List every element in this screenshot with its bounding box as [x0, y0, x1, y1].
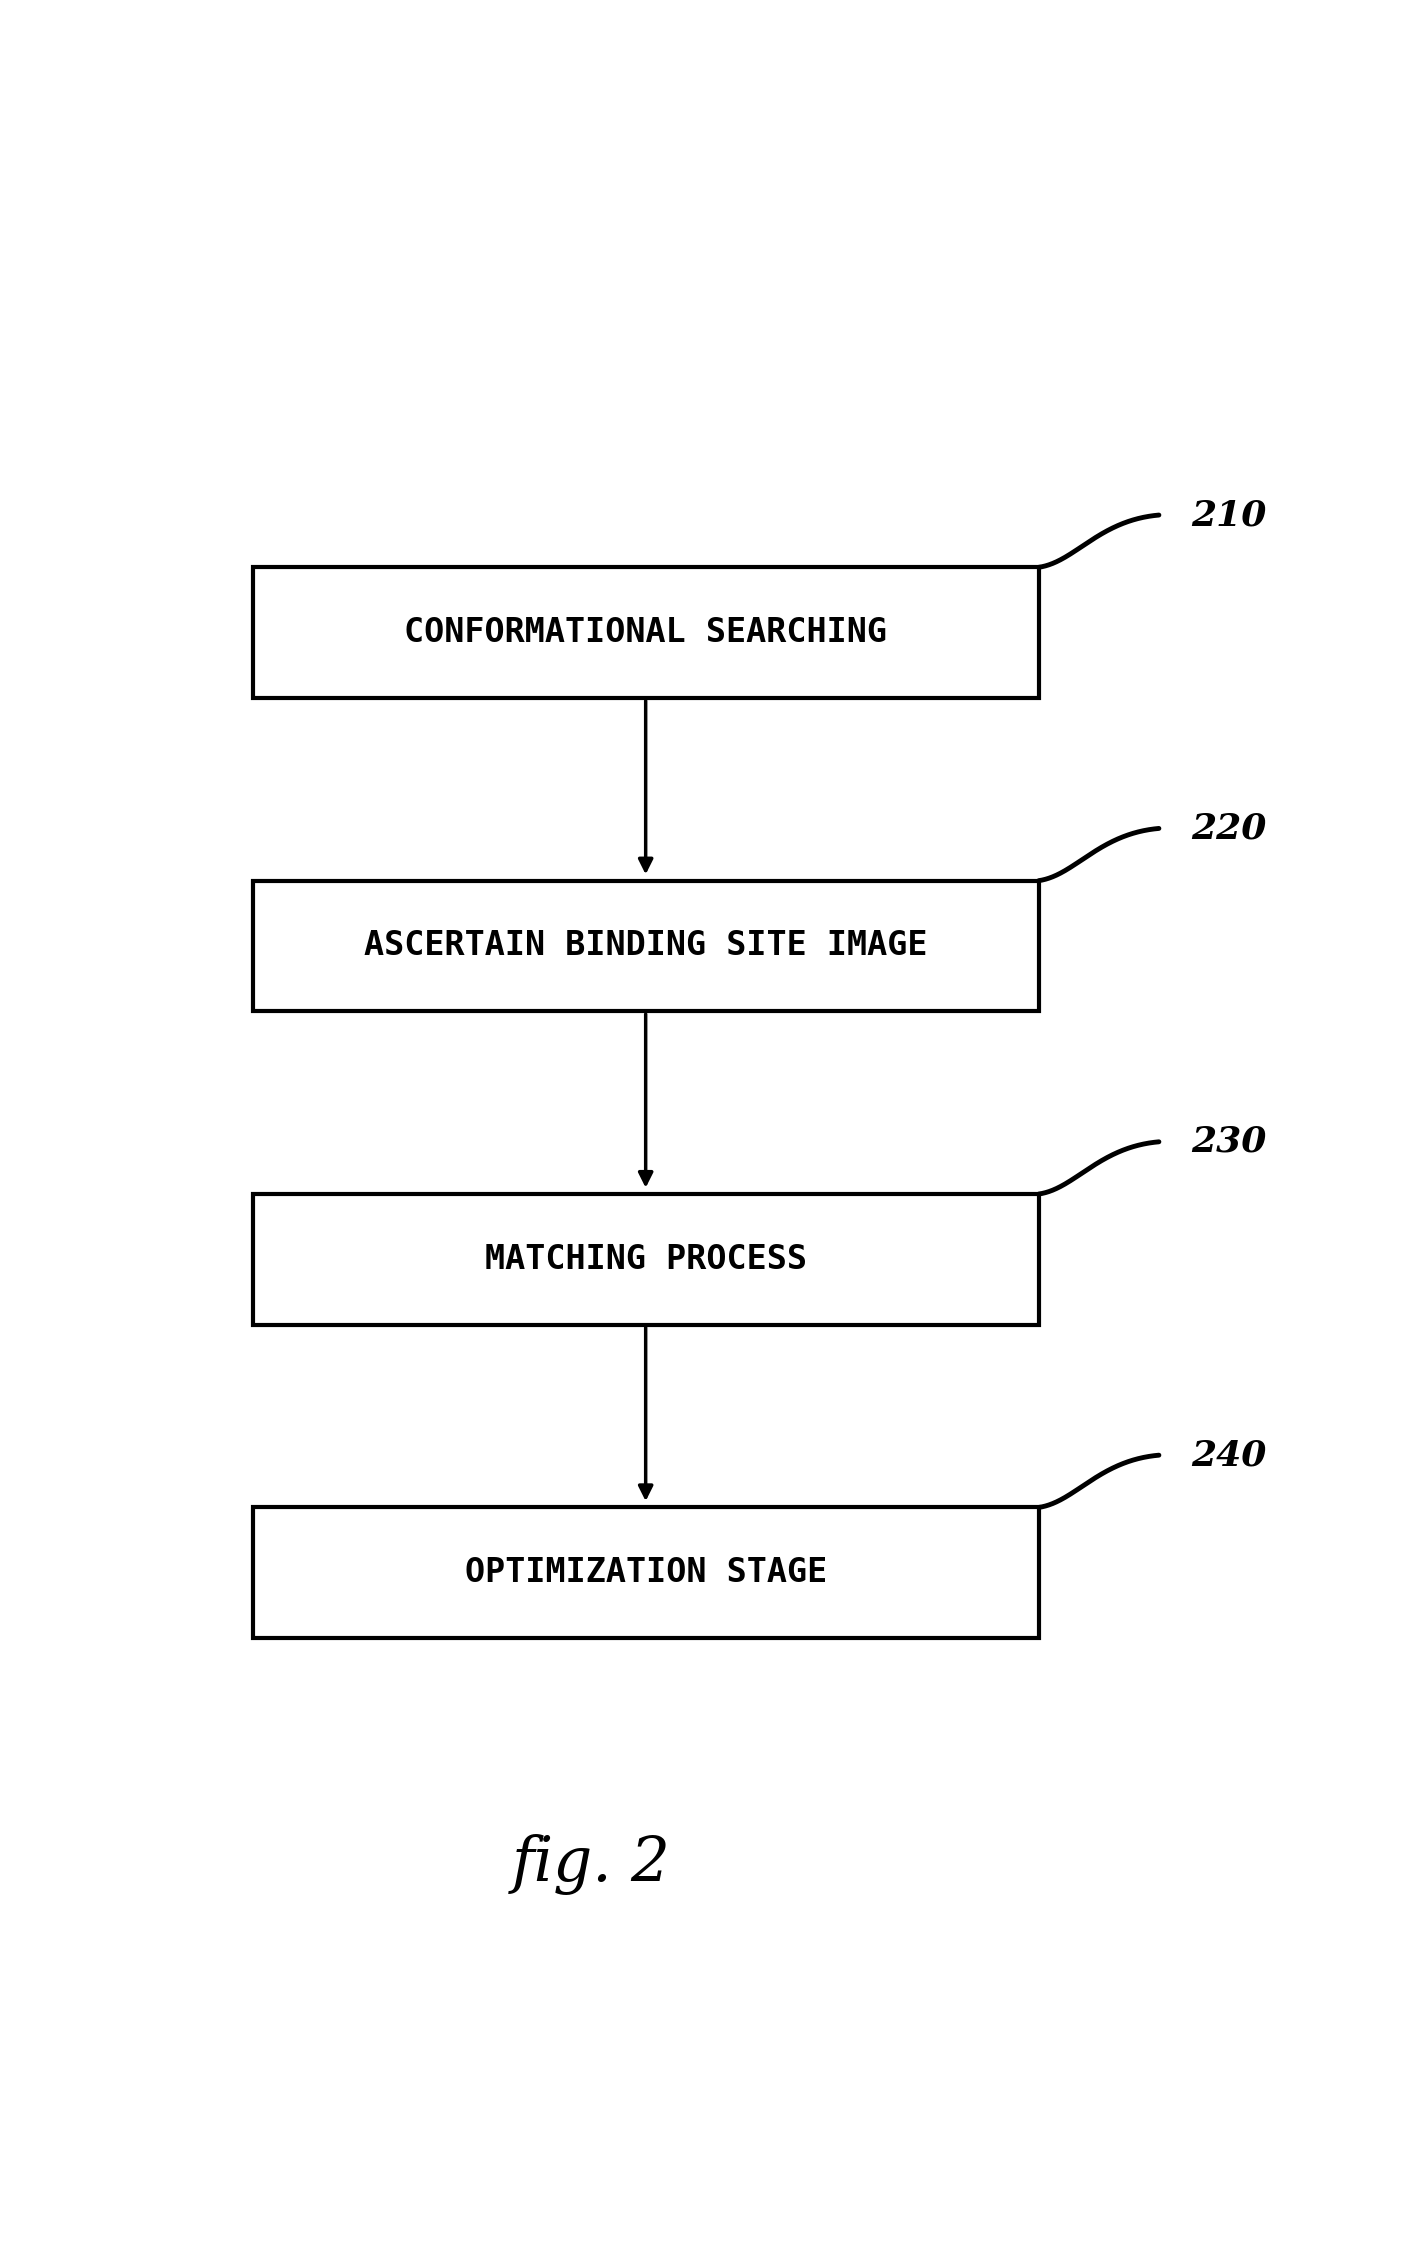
Text: 220: 220 [1192, 812, 1267, 846]
Bar [252, 1508, 1038, 1637]
Bar [252, 568, 1038, 699]
Text: MATCHING PROCESS: MATCHING PROCESS [485, 1244, 807, 1275]
Text: ASCERTAIN BINDING SITE IMAGE: ASCERTAIN BINDING SITE IMAGE [364, 929, 927, 963]
Text: 210: 210 [1192, 497, 1267, 531]
Text: 230: 230 [1192, 1124, 1267, 1160]
Text: OPTIMIZATION STAGE: OPTIMIZATION STAGE [465, 1556, 827, 1589]
Text: CONFORMATIONAL SEARCHING: CONFORMATIONAL SEARCHING [404, 615, 888, 649]
Bar [252, 882, 1038, 1011]
Text: fig. 2: fig. 2 [511, 1834, 671, 1895]
Text: 240: 240 [1192, 1438, 1267, 1472]
Bar [252, 1194, 1038, 1325]
